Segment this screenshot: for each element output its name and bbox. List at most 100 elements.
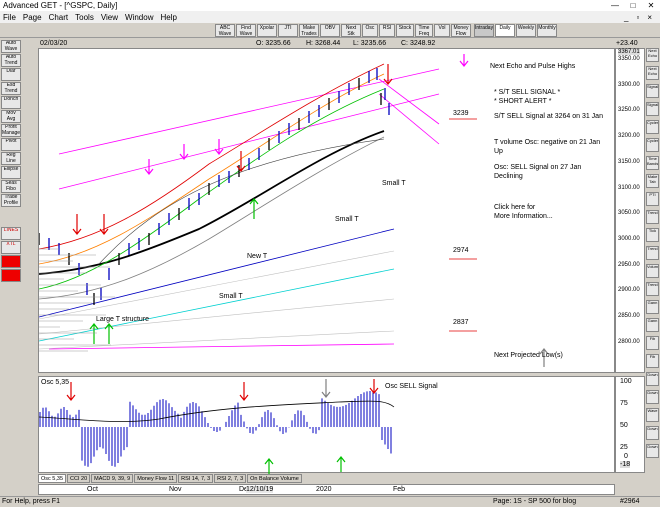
toolbar-button-monthly[interactable]: Monthly	[537, 24, 557, 37]
toolbar-button-xpolar[interactable]: Xpolar	[257, 24, 277, 37]
menu-page[interactable]: Page	[22, 12, 42, 22]
right-tool-next-echo[interactable]: Next Echo	[646, 48, 659, 62]
blue-trend-line	[38, 228, 395, 318]
tool-diar[interactable]: Diar	[1, 68, 21, 81]
menu-view[interactable]: View	[100, 12, 119, 22]
st-sell-detail: S/T SELL Signal at 3264 on 31 Jan	[494, 113, 603, 120]
right-tool-trend[interactable]: Trend	[646, 210, 659, 224]
tool-reg-line[interactable]: Reg Line	[1, 152, 21, 165]
right-tool-gann[interactable]: Gann	[646, 300, 659, 314]
buy-arrow	[89, 323, 99, 344]
mdi-close-button[interactable]: ×	[647, 12, 652, 22]
right-tool-down[interactable]: Down	[646, 444, 659, 458]
toolbar-button-jti[interactable]: JTI	[278, 24, 298, 37]
sell-arrow	[66, 382, 76, 401]
price-axis-label: 3100.00	[618, 184, 640, 191]
neutral-arrow	[321, 379, 331, 398]
tool-pivot[interactable]: Pivot	[1, 138, 21, 151]
close-button[interactable]: ✕	[647, 1, 655, 10]
toolbar-button-next-stk[interactable]: Next Stk	[341, 24, 361, 37]
price-chart[interactable]: Next Echo and Pulse Highs * S/T SELL SIG…	[38, 48, 615, 373]
tool-auto-trend[interactable]: Auto Trend	[1, 54, 21, 67]
right-tool-pti[interactable]: PTI	[646, 192, 659, 206]
toolbar-button-abc-wave[interactable]: ABC Wave	[215, 24, 235, 37]
menu-window[interactable]: Window	[125, 12, 154, 22]
right-tool-fib[interactable]: Fib	[646, 336, 659, 350]
menu-chart[interactable]: Chart	[48, 12, 69, 22]
mdi-minimize-button[interactable]: _	[624, 12, 629, 22]
tool-mov-avg[interactable]: Mov Avg	[1, 110, 21, 123]
toolbar-button-find-wave[interactable]: Find Wave	[236, 24, 256, 37]
tool-auto-wave[interactable]: Auto Wave	[1, 40, 21, 53]
right-tool-fib[interactable]: Fib	[646, 354, 659, 368]
fan-line	[48, 343, 395, 350]
tool-esd-trend[interactable]: Esd Trend	[1, 82, 21, 95]
toolbar-button-make-trades[interactable]: Make Trades	[299, 24, 319, 37]
red-color-swatch-2[interactable]	[1, 269, 21, 282]
right-tool-trend[interactable]: Trend	[646, 246, 659, 260]
right-tool-volume[interactable]: Volume	[646, 264, 659, 278]
echo-arrow	[459, 54, 469, 67]
right-tool-tick[interactable]: Tick	[646, 228, 659, 242]
tool-donch[interactable]: Donch	[1, 96, 21, 109]
tool-profit-manager[interactable]: Profit Manager	[1, 124, 21, 137]
ma-gray	[38, 136, 385, 300]
echo-arrow	[179, 144, 189, 160]
toolbar-button-stock[interactable]: Stock	[396, 24, 414, 37]
right-tool-time-bands[interactable]: Time Bands	[646, 156, 659, 170]
minimize-button[interactable]: —	[611, 1, 619, 10]
tool-trade-profile[interactable]: Trade Profile	[1, 194, 21, 207]
menu-tools[interactable]: Tools	[75, 12, 94, 22]
toolbar-button-time-freq[interactable]: Time Freq	[415, 24, 433, 37]
right-tool-gann[interactable]: Gann	[646, 318, 659, 332]
mdi-restore-button[interactable]: ▫	[636, 12, 640, 22]
right-tool-down[interactable]: Down	[646, 426, 659, 440]
right-tool-down[interactable]: Down	[646, 390, 659, 404]
right-tool-signal[interactable]: Signal	[646, 84, 659, 98]
oscillator-panel[interactable]: Osc 5,35 Osc SELL Signal	[38, 376, 615, 474]
toolbar-button-vol[interactable]: Vol	[434, 24, 450, 37]
toolbar-button-daily[interactable]: Daily	[495, 24, 515, 37]
right-tool-make-tab[interactable]: Make Tab	[646, 174, 659, 188]
tab-cci[interactable]: CCI 20	[67, 474, 91, 483]
osc-sell-signal-label: Osc SELL Signal	[385, 383, 438, 390]
right-tool-trend[interactable]: Trend	[646, 282, 659, 296]
toolbar: ABC Wave Find Wave Xpolar JTI Make Trade…	[0, 23, 660, 38]
toolbar-button-money-flow[interactable]: Money Flow	[451, 24, 471, 37]
toolbar-button-weekly[interactable]: Weekly	[516, 24, 536, 37]
tab-macd[interactable]: MACD 9, 39, 9	[91, 474, 134, 483]
maximize-button[interactable]: □	[630, 1, 636, 10]
right-tool-next-echo[interactable]: Next Echo	[646, 66, 659, 80]
tab-obv[interactable]: On Balance Volume	[247, 474, 302, 483]
tab-money-flow[interactable]: Money Flow 11	[134, 474, 178, 483]
fan-line	[378, 78, 440, 125]
volume-profile	[39, 248, 115, 352]
ma-red	[38, 63, 385, 250]
right-tool-down[interactable]: Down	[646, 372, 659, 386]
toolbar-button-obv[interactable]: OBV	[320, 24, 340, 37]
oscillator-signal-line	[38, 400, 395, 422]
more-info-link[interactable]: More Information...	[494, 213, 553, 220]
ma-dark	[98, 138, 385, 265]
right-tool-cycles[interactable]: Cycles	[646, 138, 659, 152]
tab-rsi-2[interactable]: RSI 2, 7, 3	[214, 474, 247, 483]
tool-seas-fibo[interactable]: Seas Fibo	[1, 180, 21, 193]
toolbar-button-rsi[interactable]: RSI	[379, 24, 395, 37]
toolbar-button-osc[interactable]: Osc	[362, 24, 378, 37]
menu-file[interactable]: File	[3, 12, 16, 22]
level-2974: 2974	[453, 247, 469, 254]
tool-xtl[interactable]: XTL	[1, 241, 21, 254]
tab-osc[interactable]: Osc 5,35	[38, 474, 67, 483]
tool-ellipse[interactable]: Ellipse	[1, 166, 21, 179]
red-color-swatch[interactable]	[1, 255, 21, 268]
right-tool-wave[interactable]: Wave	[646, 408, 659, 422]
right-tool-signal[interactable]: Signal	[646, 102, 659, 116]
channel-lines	[38, 228, 395, 350]
click-here-link[interactable]: Click here for	[494, 204, 536, 211]
toolbar-button-intraday[interactable]: Intraday	[474, 24, 494, 37]
menu-help[interactable]: Help	[160, 12, 177, 22]
right-tool-cycles[interactable]: Cycles	[646, 120, 659, 134]
echo-arrow	[144, 159, 154, 175]
tool-lines[interactable]: LINES	[1, 227, 21, 240]
tab-rsi-14[interactable]: RSI 14, 7, 3	[178, 474, 214, 483]
